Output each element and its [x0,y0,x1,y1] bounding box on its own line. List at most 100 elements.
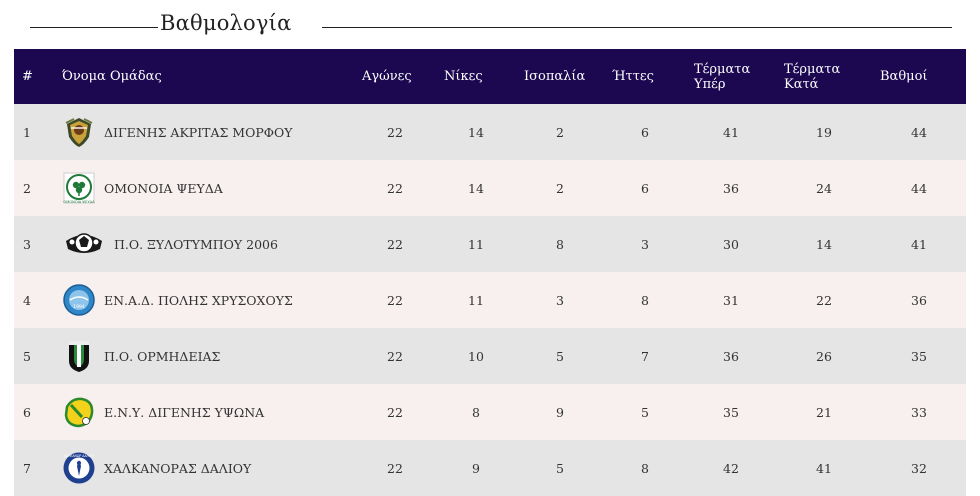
table-row: 3 Π.Ο. ΞΥΛΟΤΥΜΠΟΥ 2006 22 [14,216,966,272]
goals-against-cell: 19 [816,124,832,140]
svg-text:ΧΑΛΚΑΝΩΡ ΔΑΛΙΟΥ: ΧΑΛΚΑΝΩΡ ΔΑΛΙΟΥ [64,454,95,458]
table-row: 5 Π.Ο. ΟΡΜΗΔΕΙΑΣ 22 10 5 7 [14,328,966,384]
goals-against-cell: 14 [816,236,832,252]
team-cell: Ε.Ν.Υ. ΔΙΓΕΝΗΣ ΥΨΩΝΑ [54,384,354,440]
team-link[interactable]: Ε.Ν.Υ. ΔΙΓΕΝΗΣ ΥΨΩΝΑ [62,395,346,429]
team-cell: 1994 ΕΝ.Α.Δ. ΠΟΛΗΣ ΧΡΥΣΟΧΟΥΣ [54,272,354,328]
draws-cell: 2 [556,124,564,140]
wins-cell: 14 [468,180,484,196]
table-row: 4 1994 ΕΝ.Α.Δ. ΠΟΛΗΣ ΧΡΥΣΟΧΟΥΣ 22 11 [14,272,966,328]
games-cell: 22 [387,348,403,364]
games-cell: 22 [387,124,403,140]
position-cell: 1 [23,124,31,140]
goals-against-cell: 24 [816,180,832,196]
goals-for-cell: 31 [723,292,739,308]
team-link[interactable]: Π.Ο. ΞΥΛΟΤΥΜΠΟΥ 2006 [62,227,346,261]
svg-text:1994: 1994 [73,304,85,310]
position-cell: 2 [23,180,31,196]
draws-cell: 5 [556,348,564,364]
games-cell: 22 [387,236,403,252]
header-goals-for: Τέρματα Υπέρ [694,61,751,92]
draws-cell: 2 [556,180,564,196]
header-losses: Ήττες [612,69,654,84]
goals-for-cell: 30 [723,236,739,252]
heading-rule-left [30,27,158,28]
header-team-name: Όνομα Ομάδας [62,69,162,84]
points-cell: 44 [911,124,927,140]
team-name: Π.Ο. ΞΥΛΟΤΥΜΠΟΥ 2006 [114,236,278,252]
points-cell: 33 [911,404,927,420]
draws-cell: 9 [556,404,564,420]
wins-cell: 10 [468,348,484,364]
xylotymbou-crest-icon [62,227,106,261]
wins-cell: 14 [468,124,484,140]
losses-cell: 7 [641,348,649,364]
position-cell: 5 [23,348,31,364]
points-cell: 36 [911,292,927,308]
games-cell: 22 [387,292,403,308]
position-cell: 3 [23,236,31,252]
team-name: Ε.Ν.Υ. ΔΙΓΕΝΗΣ ΥΨΩΝΑ [104,404,265,420]
enad-polis-crest-icon: 1994 [62,283,96,317]
table-header-row: # Όνομα Ομάδας Αγώνες Νίκες Ισοπαλία Ήττ… [14,49,966,104]
header-points: Βαθμοί [880,69,928,84]
digenis-akritas-morfou-crest-icon [62,115,96,149]
goals-for-cell: 36 [723,180,739,196]
position-cell: 6 [23,404,31,420]
position-cell: 7 [23,460,31,476]
standings-table: # Όνομα Ομάδας Αγώνες Νίκες Ισοπαλία Ήττ… [14,49,966,496]
position-cell: 4 [23,292,31,308]
draws-cell: 8 [556,236,564,252]
team-cell: ΔΙΓΕΝΗΣ ΑΚΡΙΤΑΣ ΜΟΡΦΟΥ [54,104,354,160]
heading-rule-right [322,27,952,28]
team-cell: Π.Ο. ΟΡΜΗΔΕΙΑΣ [54,328,354,384]
team-cell: ΧΑΛΚΑΝΩΡ ΔΑΛΙΟΥ ΧΑΛΚΑΝΟΡΑΣ ΔΑΛΙΟΥ [54,440,354,496]
team-cell: Π.Ο. ΞΥΛΟΤΥΜΠΟΥ 2006 [54,216,354,272]
table-row: 1 ΔΙΓΕΝΗΣ ΑΚΡΙΤΑΣ ΜΟΡΦΟΥ 22 [14,104,966,160]
points-cell: 44 [911,180,927,196]
chalkanoras-crest-icon: ΧΑΛΚΑΝΩΡ ΔΑΛΙΟΥ [62,451,96,485]
team-link[interactable]: 1994 ΕΝ.Α.Δ. ΠΟΛΗΣ ΧΡΥΣΟΧΟΥΣ [62,283,346,317]
wins-cell: 9 [472,460,480,476]
goals-against-cell: 26 [816,348,832,364]
header-goals-against: Τέρματα Κατά [784,61,841,92]
team-link[interactable]: ΧΑΛΚΑΝΩΡ ΔΑΛΙΟΥ ΧΑΛΚΑΝΟΡΑΣ ΔΑΛΙΟΥ [62,451,346,485]
games-cell: 22 [387,404,403,420]
games-cell: 22 [387,460,403,476]
goals-for-cell: 42 [723,460,739,476]
table-row: 6 Ε.Ν.Υ. ΔΙΓΕΝΗΣ ΥΨΩΝΑ 22 8 9 5 35 [14,384,966,440]
team-name: ΧΑΛΚΑΝΟΡΑΣ ΔΑΛΙΟΥ [104,460,252,476]
header-games: Αγώνες [362,69,412,84]
team-link[interactable]: Π.Ο. ΟΡΜΗΔΕΙΑΣ [62,339,346,373]
standings-heading: Βαθμολογία [30,11,952,40]
header-wins: Νίκες [444,69,483,84]
points-cell: 35 [911,348,927,364]
page-title: Βαθμολογία [160,11,292,35]
ormideia-crest-icon [62,339,96,373]
goals-for-cell: 35 [723,404,739,420]
goals-for-cell: 36 [723,348,739,364]
header-draws: Ισοπαλία [524,69,586,84]
losses-cell: 8 [641,460,649,476]
team-link[interactable]: ΟΜΟΝΟΙΑ ΨΕΥΔΑ ΟΜΟΝΟΙΑ ΨΕΥΔΑ [62,171,346,205]
losses-cell: 8 [641,292,649,308]
goals-against-cell: 21 [816,404,832,420]
team-name: ΕΝ.Α.Δ. ΠΟΛΗΣ ΧΡΥΣΟΧΟΥΣ [104,292,293,308]
team-name: ΟΜΟΝΟΙΑ ΨΕΥΔΑ [104,180,223,196]
draws-cell: 3 [556,292,564,308]
wins-cell: 11 [468,236,484,252]
games-cell: 22 [387,180,403,196]
points-cell: 41 [911,236,927,252]
team-name: Π.Ο. ΟΡΜΗΔΕΙΑΣ [104,348,221,364]
goals-against-cell: 41 [816,460,832,476]
svg-text:ΟΜΟΝΟΙΑ ΨΕΥΔΑ: ΟΜΟΝΟΙΑ ΨΕΥΔΑ [63,200,95,204]
team-link[interactable]: ΔΙΓΕΝΗΣ ΑΚΡΙΤΑΣ ΜΟΡΦΟΥ [62,115,346,149]
losses-cell: 6 [641,180,649,196]
goals-against-cell: 22 [816,292,832,308]
points-cell: 32 [911,460,927,476]
team-name: ΔΙΓΕΝΗΣ ΑΚΡΙΤΑΣ ΜΟΡΦΟΥ [104,124,293,140]
goals-for-cell: 41 [723,124,739,140]
table-row: 7 ΧΑΛΚΑΝΩΡ ΔΑΛΙΟΥ ΧΑΛΚΑΝΟΡΑΣ ΔΑΛΙΟΥ [14,440,966,496]
losses-cell: 3 [641,236,649,252]
draws-cell: 5 [556,460,564,476]
